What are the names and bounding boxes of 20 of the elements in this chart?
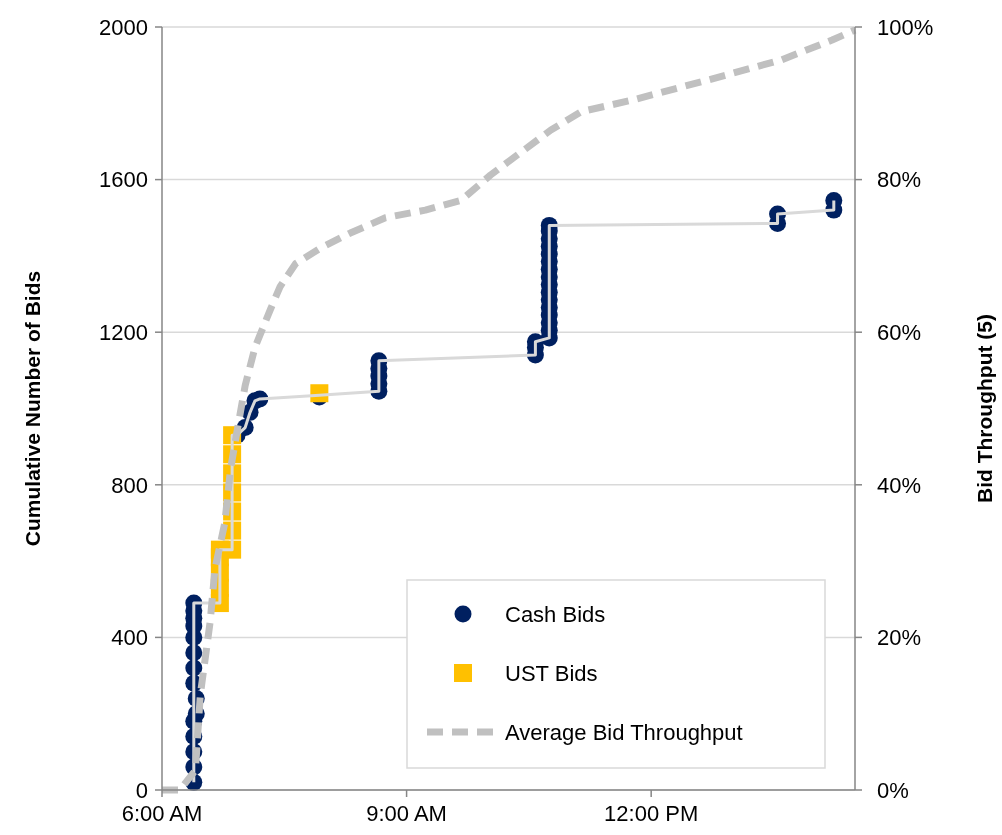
- y2-tick-label: 20%: [877, 625, 922, 651]
- y2-tick-label: 100%: [877, 14, 934, 40]
- x-tick-label: 9:00 AM: [366, 801, 447, 826]
- y-axis-title: Cumulative Number of Bids: [21, 270, 44, 547]
- x-tick-label: 12:00 PM: [604, 801, 699, 826]
- y2-tick-label: 0%: [877, 777, 909, 803]
- y-tick-label: 400: [111, 625, 148, 651]
- y-tick-label: 800: [111, 472, 148, 498]
- y2-tick-label: 40%: [877, 472, 922, 498]
- y2-axis-title: Bid Throughput (5): [973, 314, 996, 503]
- y-tick-label: 2000: [99, 14, 148, 40]
- y-tick-label: 1600: [99, 167, 148, 193]
- legend-label: Average Bid Throughput: [505, 719, 743, 745]
- y-tick-label: 1200: [99, 319, 148, 345]
- x-tick-label: 6:00 AM: [121, 801, 203, 826]
- y2-tick-label: 60%: [877, 319, 922, 345]
- y2-tick-label: 80%: [877, 167, 922, 193]
- y-tick-label: 0: [135, 777, 148, 803]
- legend-label: Cash Bids: [505, 601, 606, 627]
- legend-label: UST Bids: [505, 660, 598, 686]
